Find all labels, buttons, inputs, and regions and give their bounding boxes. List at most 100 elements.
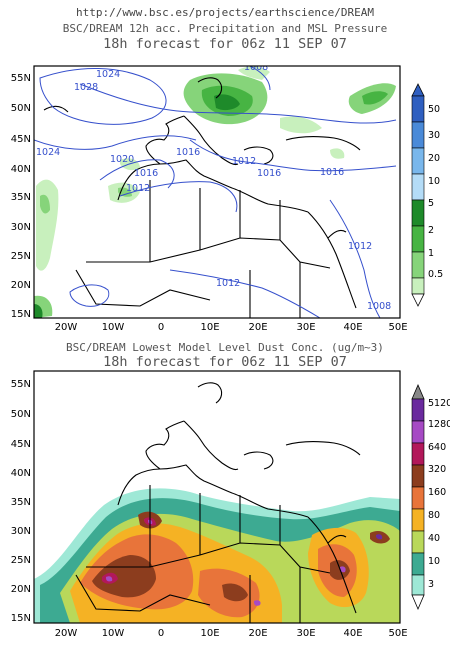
lat-label: 20N	[11, 584, 31, 595]
colorbar-swatch	[411, 251, 425, 279]
lon-axis: 20W 10W 0 10E 20E 30E 40E 50E	[55, 628, 408, 639]
isobar-label: 1016	[176, 147, 200, 158]
lat-label: 40N	[11, 164, 31, 175]
dust-field	[34, 371, 400, 623]
colorbar-label: 40	[428, 533, 440, 544]
precip-field: 1024 1028 1024 1020 1016 1012 1008 1016 …	[34, 62, 400, 318]
colorbar-label: 160	[428, 487, 446, 498]
lon-label: 10E	[200, 628, 219, 639]
colorbar-label: 5	[428, 198, 434, 209]
isobar-label: 1012	[126, 183, 150, 194]
colorbar-label: 1	[428, 248, 434, 259]
precip-subtitle: 18h forecast for 06z 11 SEP 07	[103, 36, 347, 52]
isobar-label: 1028	[74, 82, 98, 93]
lon-label: 40E	[343, 322, 362, 333]
colorbar-labels: 50 30 20 10 5 2 1 0.5	[428, 104, 443, 280]
colorbar-label: 0.5	[428, 269, 443, 280]
colorbar-label: 2	[428, 225, 434, 236]
colorbar-swatch	[411, 574, 425, 596]
lon-label: 40E	[343, 628, 362, 639]
dust-map: 55N 50N 45N 40N 35N 30N 25N 20N 15N 20W …	[11, 370, 450, 639]
dust-subtitle: 18h forecast for 06z 11 SEP 07	[103, 354, 347, 370]
isobar-label: 1020	[110, 154, 134, 165]
lon-label: 20W	[55, 628, 78, 639]
isobar-label: 1024	[36, 147, 60, 158]
lat-label: 35N	[11, 192, 31, 203]
lat-label: 55N	[11, 379, 31, 390]
isobars	[34, 66, 397, 318]
colorbar-swatch	[411, 486, 425, 510]
isobar-label: 1016	[257, 168, 281, 179]
isobar-label: 1008	[367, 301, 391, 312]
lat-label: 35N	[11, 497, 31, 508]
lon-label: 30E	[296, 322, 315, 333]
colorbar-swatch	[411, 552, 425, 576]
colorbar-labels: 5120 1280 640 320 160 80 40 10 3	[428, 398, 450, 590]
colorbar-swatch	[411, 442, 425, 466]
lon-label: 10W	[102, 628, 125, 639]
colorbar-label: 3	[428, 579, 434, 590]
colorbar-label: 5120	[428, 398, 450, 409]
isobar-label: 1008	[244, 62, 268, 73]
isobar-labels: 1024 1028 1024 1020 1016 1012 1008 1016 …	[36, 62, 391, 312]
colorbar-swatch	[411, 464, 425, 488]
lat-axis: 55N 50N 45N 40N 35N 30N 25N 20N 15N	[11, 379, 31, 624]
lon-label: 10E	[200, 322, 219, 333]
lat-label: 45N	[11, 439, 31, 450]
lon-label: 0	[158, 628, 164, 639]
isobar-label: 1012	[348, 241, 372, 252]
lat-label: 50N	[11, 103, 31, 114]
colorbar-label: 10	[428, 176, 440, 187]
colorbar-swatch	[411, 398, 425, 422]
colorbar-label: 320	[428, 464, 446, 475]
lon-label: 20E	[248, 628, 267, 639]
lon-label: 10W	[102, 322, 125, 333]
lon-label: 0	[158, 322, 164, 333]
lon-label: 20W	[55, 322, 78, 333]
lon-label: 50E	[388, 322, 407, 333]
dust-colorbar: 5120 1280 640 320 160 80 40 10 3	[411, 383, 450, 611]
colorbar-label: 10	[428, 556, 440, 567]
colorbar-label: 640	[428, 442, 446, 453]
dust-title: BSC/DREAM Lowest Model Level Dust Conc. …	[66, 341, 384, 354]
source-url[interactable]: http://www.bsc.es/projects/earthscience/…	[75, 6, 374, 19]
lat-label: 15N	[11, 613, 31, 624]
colorbar-label: 30	[428, 130, 440, 141]
lat-axis: 55N 50N 45N 40N 35N 30N 25N 20N 15N	[11, 73, 31, 320]
colorbar-top-arrow	[411, 83, 425, 97]
lon-label: 50E	[388, 628, 407, 639]
colorbar-bottom-arrow	[411, 293, 425, 307]
colorbar-swatch	[411, 420, 425, 444]
coastlines	[43, 77, 361, 318]
colorbar-top-arrow	[411, 383, 425, 400]
colorbar-label: 20	[428, 153, 440, 164]
colorbar-label: 1280	[428, 419, 450, 430]
map-frame	[33, 65, 401, 319]
lat-label: 50N	[11, 409, 31, 420]
lat-label: 45N	[11, 134, 31, 145]
isobar-label: 1012	[216, 278, 240, 289]
lon-label: 30E	[296, 628, 315, 639]
lat-label: 40N	[11, 468, 31, 479]
isobar-label: 1016	[134, 168, 158, 179]
lat-label: 25N	[11, 251, 31, 262]
lat-label: 30N	[11, 526, 31, 537]
colorbar-swatch	[411, 121, 425, 149]
colorbar-swatch	[411, 277, 425, 295]
colorbar-swatch	[411, 199, 425, 227]
coastlines	[75, 382, 361, 623]
precip-colorbar: 50 30 20 10 5 2 1 0.5	[411, 83, 443, 307]
isobar-label: 1024	[96, 69, 120, 80]
colorbar-swatch	[411, 95, 425, 123]
lat-label: 55N	[11, 73, 31, 84]
colorbar-swatch	[411, 508, 425, 532]
isobar-label: 1016	[320, 167, 344, 178]
colorbar-swatch	[411, 225, 425, 253]
isobar-label: 1012	[232, 156, 256, 167]
lat-label: 20N	[11, 280, 31, 291]
colorbar-swatch	[411, 530, 425, 554]
map-frame	[33, 370, 401, 624]
precip-map: 1024 1028 1024 1020 1016 1012 1008 1016 …	[11, 62, 443, 333]
precip-title: BSC/DREAM 12h acc. Precipitation and MSL…	[62, 22, 388, 35]
lat-label: 30N	[11, 222, 31, 233]
